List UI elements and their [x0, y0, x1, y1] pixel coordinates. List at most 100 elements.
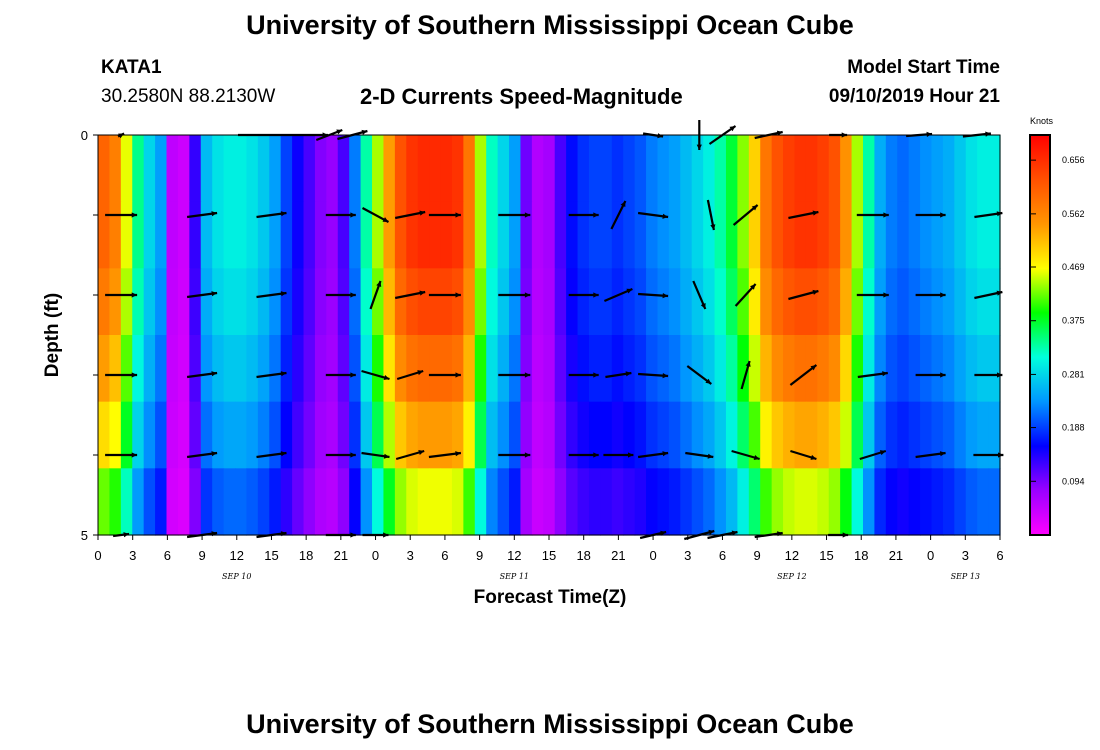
heat-cell [257, 135, 270, 203]
heat-cell [269, 268, 282, 336]
heat-cell [155, 468, 168, 536]
colorbar-tick-label: 0.562 [1062, 209, 1085, 219]
heat-cell [646, 201, 659, 269]
heat-cell [988, 201, 1001, 269]
colorbar-tick-label: 0.281 [1062, 369, 1085, 379]
heat-cell [942, 335, 955, 403]
x-tick-label: 9 [754, 548, 761, 563]
vector-arrow [325, 212, 356, 218]
heat-cell [725, 268, 738, 336]
heat-cell [874, 401, 887, 469]
heat-cell [737, 201, 750, 269]
heat-cell [805, 401, 818, 469]
heat-cell [680, 135, 693, 203]
heat-cell [942, 401, 955, 469]
heat-cell [497, 468, 510, 536]
heat-cell [143, 335, 156, 403]
heat-cell [611, 268, 624, 336]
heat-cell [760, 201, 773, 269]
heat-cell [954, 135, 967, 203]
heat-cell [897, 335, 910, 403]
x-tick-label: 6 [441, 548, 448, 563]
heat-cell [337, 201, 350, 269]
heat-cell [611, 135, 624, 203]
heat-cell [600, 135, 613, 203]
vector-arrow [605, 371, 632, 379]
heat-cell [748, 468, 761, 536]
vector-arrow [637, 451, 669, 459]
heat-cell [977, 335, 990, 403]
heat-cell [885, 135, 898, 203]
chart-subtitle: 2-D Currents Speed-Magnitude [360, 84, 683, 109]
heat-cell [429, 335, 442, 403]
heat-cell [486, 201, 499, 269]
vector-arrow [105, 212, 138, 218]
vector-arrow [361, 451, 390, 459]
x-tick-label: 3 [684, 548, 691, 563]
heat-cell [349, 335, 362, 403]
heat-cell [486, 135, 499, 203]
heat-cell [965, 335, 978, 403]
heat-cell [394, 401, 407, 469]
heat-cell [828, 201, 841, 269]
heat-cell [383, 401, 396, 469]
heat-cell [817, 201, 830, 269]
heat-cell [920, 401, 933, 469]
model-start-value: 09/10/2019 Hour 21 [828, 86, 1000, 107]
heat-cell [132, 401, 145, 469]
heat-cell [474, 268, 487, 336]
heat-cell [303, 335, 316, 403]
heat-cell [372, 268, 385, 336]
heat-cell [98, 401, 111, 469]
vector-arrow [685, 451, 714, 459]
heat-cell [703, 268, 716, 336]
heat-cell [223, 401, 236, 469]
y-axis: 05 [81, 128, 98, 543]
heat-cell [280, 335, 293, 403]
heat-cell [783, 335, 796, 403]
heat-cell [246, 401, 259, 469]
vector-arrow [638, 292, 669, 299]
vector-arrow [325, 292, 356, 298]
heat-cell [657, 335, 670, 403]
heat-cell [132, 201, 145, 269]
vector-arrow [740, 360, 751, 390]
heat-cell [326, 335, 339, 403]
heat-cell [931, 401, 944, 469]
heat-cell [543, 135, 556, 203]
heat-cell [223, 135, 236, 203]
heat-cell [771, 401, 784, 469]
heat-cell [314, 468, 327, 536]
x-tick-label: 6 [164, 548, 171, 563]
heat-cell [497, 335, 510, 403]
heat-cell [177, 135, 190, 203]
heat-cell [349, 268, 362, 336]
vector-arrow [788, 210, 819, 220]
heat-cell [725, 335, 738, 403]
heat-cell [737, 335, 750, 403]
heat-cell [577, 335, 590, 403]
x-axis: 0 3 6 9 12 15 18 21 0 3 6 9 12 15 18 21 0 3 6 9 12 15 18 21 0 3 6 S… [94, 535, 1004, 581]
heat-cell [98, 335, 111, 403]
heat-cell [828, 468, 841, 536]
heat-cell [794, 268, 807, 336]
vector-arrow [856, 292, 889, 298]
heat-cell [554, 201, 567, 269]
heat-cell [703, 335, 716, 403]
heat-cell [520, 401, 533, 469]
heat-cell [874, 335, 887, 403]
heat-cell [783, 201, 796, 269]
heat-cell [714, 201, 727, 269]
heat-cell [155, 201, 168, 269]
heat-cell [668, 201, 681, 269]
heat-cell [155, 135, 168, 203]
heat-cell [292, 201, 305, 269]
x-tick-label: 6 [996, 548, 1003, 563]
heat-cell [246, 135, 259, 203]
heat-cell [646, 335, 659, 403]
heat-cell [634, 201, 647, 269]
heat-cell [920, 335, 933, 403]
heat-cell [269, 401, 282, 469]
heat-cell [931, 201, 944, 269]
heat-cell [714, 268, 727, 336]
